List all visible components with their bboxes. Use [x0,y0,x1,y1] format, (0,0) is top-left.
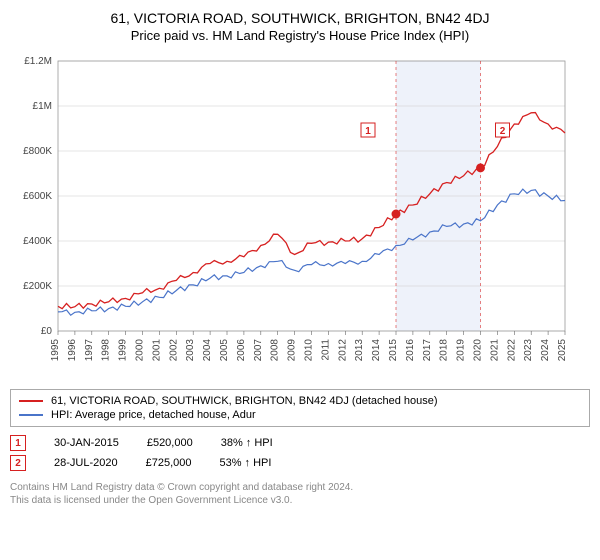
price-chart: £0 £200K £400K £600K £800K £1M £1.2M 1995 1996 19… [10,51,590,381]
svg-text:£0: £0 [41,326,53,337]
svg-text:2: 2 [500,126,506,137]
legend: 61, VICTORIA ROAD, SOUTHWICK, BRIGHTON, … [10,389,590,427]
svg-text:£1.2M: £1.2M [24,56,52,67]
svg-text:2001: 2001 [151,339,162,362]
svg-text:1995: 1995 [50,339,61,362]
svg-text:2006: 2006 [236,339,247,362]
footer-line-1: Contains HM Land Registry data © Crown c… [10,481,590,494]
legend-swatch-property [19,400,43,402]
transaction-1-date: 30-JAN-2015 [54,437,119,449]
transaction-row-2: 2 28-JUL-2020 £725,000 53% ↑ HPI [10,453,590,473]
svg-text:£200K: £200K [23,281,52,292]
svg-text:2010: 2010 [304,339,315,362]
svg-text:£600K: £600K [23,191,52,202]
page-subtitle: Price paid vs. HM Land Registry's House … [10,28,590,43]
svg-text:1999: 1999 [118,339,129,362]
svg-text:2022: 2022 [506,339,517,362]
svg-text:2012: 2012 [337,339,348,362]
svg-text:2011: 2011 [320,339,331,361]
svg-text:2005: 2005 [219,339,230,362]
footer-line-2: This data is licensed under the Open Gov… [10,494,590,507]
svg-text:2018: 2018 [439,339,450,362]
svg-text:2004: 2004 [202,339,213,362]
svg-text:2007: 2007 [253,339,264,362]
svg-text:1: 1 [365,126,371,137]
svg-text:2013: 2013 [354,339,365,362]
svg-text:1998: 1998 [101,339,112,362]
legend-row-hpi: HPI: Average price, detached house, Adur [19,408,581,422]
transaction-row-1: 1 30-JAN-2015 £520,000 38% ↑ HPI [10,433,590,453]
legend-row-property: 61, VICTORIA ROAD, SOUTHWICK, BRIGHTON, … [19,394,581,408]
svg-text:2002: 2002 [168,339,179,362]
transaction-2-date: 28-JUL-2020 [54,457,118,469]
svg-text:2008: 2008 [270,339,281,362]
svg-text:2015: 2015 [388,339,399,362]
svg-text:2016: 2016 [405,339,416,362]
transaction-2-delta: 53% ↑ HPI [219,457,271,469]
svg-text:£400K: £400K [23,236,52,247]
svg-text:2021: 2021 [489,339,500,362]
marker-2-icon: 2 [10,455,26,471]
svg-text:2009: 2009 [287,339,298,362]
svg-text:2014: 2014 [371,339,382,362]
svg-text:2017: 2017 [422,339,433,362]
legend-swatch-hpi [19,414,43,416]
transaction-2-price: £725,000 [146,457,192,469]
svg-text:2024: 2024 [540,339,551,362]
svg-text:2000: 2000 [135,339,146,362]
chart-svg: £0 £200K £400K £600K £800K £1M £1.2M 1995 1996 19… [10,51,570,381]
transaction-1-price: £520,000 [147,437,193,449]
svg-text:2025: 2025 [557,339,568,362]
svg-text:2019: 2019 [456,339,467,362]
svg-text:2020: 2020 [473,339,484,362]
svg-text:1997: 1997 [84,339,95,362]
svg-text:£800K: £800K [23,146,52,157]
svg-text:2023: 2023 [523,339,534,362]
transaction-1-delta: 38% ↑ HPI [221,437,273,449]
footer: Contains HM Land Registry data © Crown c… [10,481,590,507]
legend-label-property: 61, VICTORIA ROAD, SOUTHWICK, BRIGHTON, … [51,395,438,407]
svg-text:2003: 2003 [185,339,196,362]
legend-label-hpi: HPI: Average price, detached house, Adur [51,409,256,421]
svg-text:£1M: £1M [33,101,52,112]
marker-1-icon: 1 [10,435,26,451]
page-title: 61, VICTORIA ROAD, SOUTHWICK, BRIGHTON, … [10,10,590,26]
svg-text:1996: 1996 [67,339,78,362]
transactions-table: 1 30-JAN-2015 £520,000 38% ↑ HPI 2 28-JU… [10,433,590,473]
